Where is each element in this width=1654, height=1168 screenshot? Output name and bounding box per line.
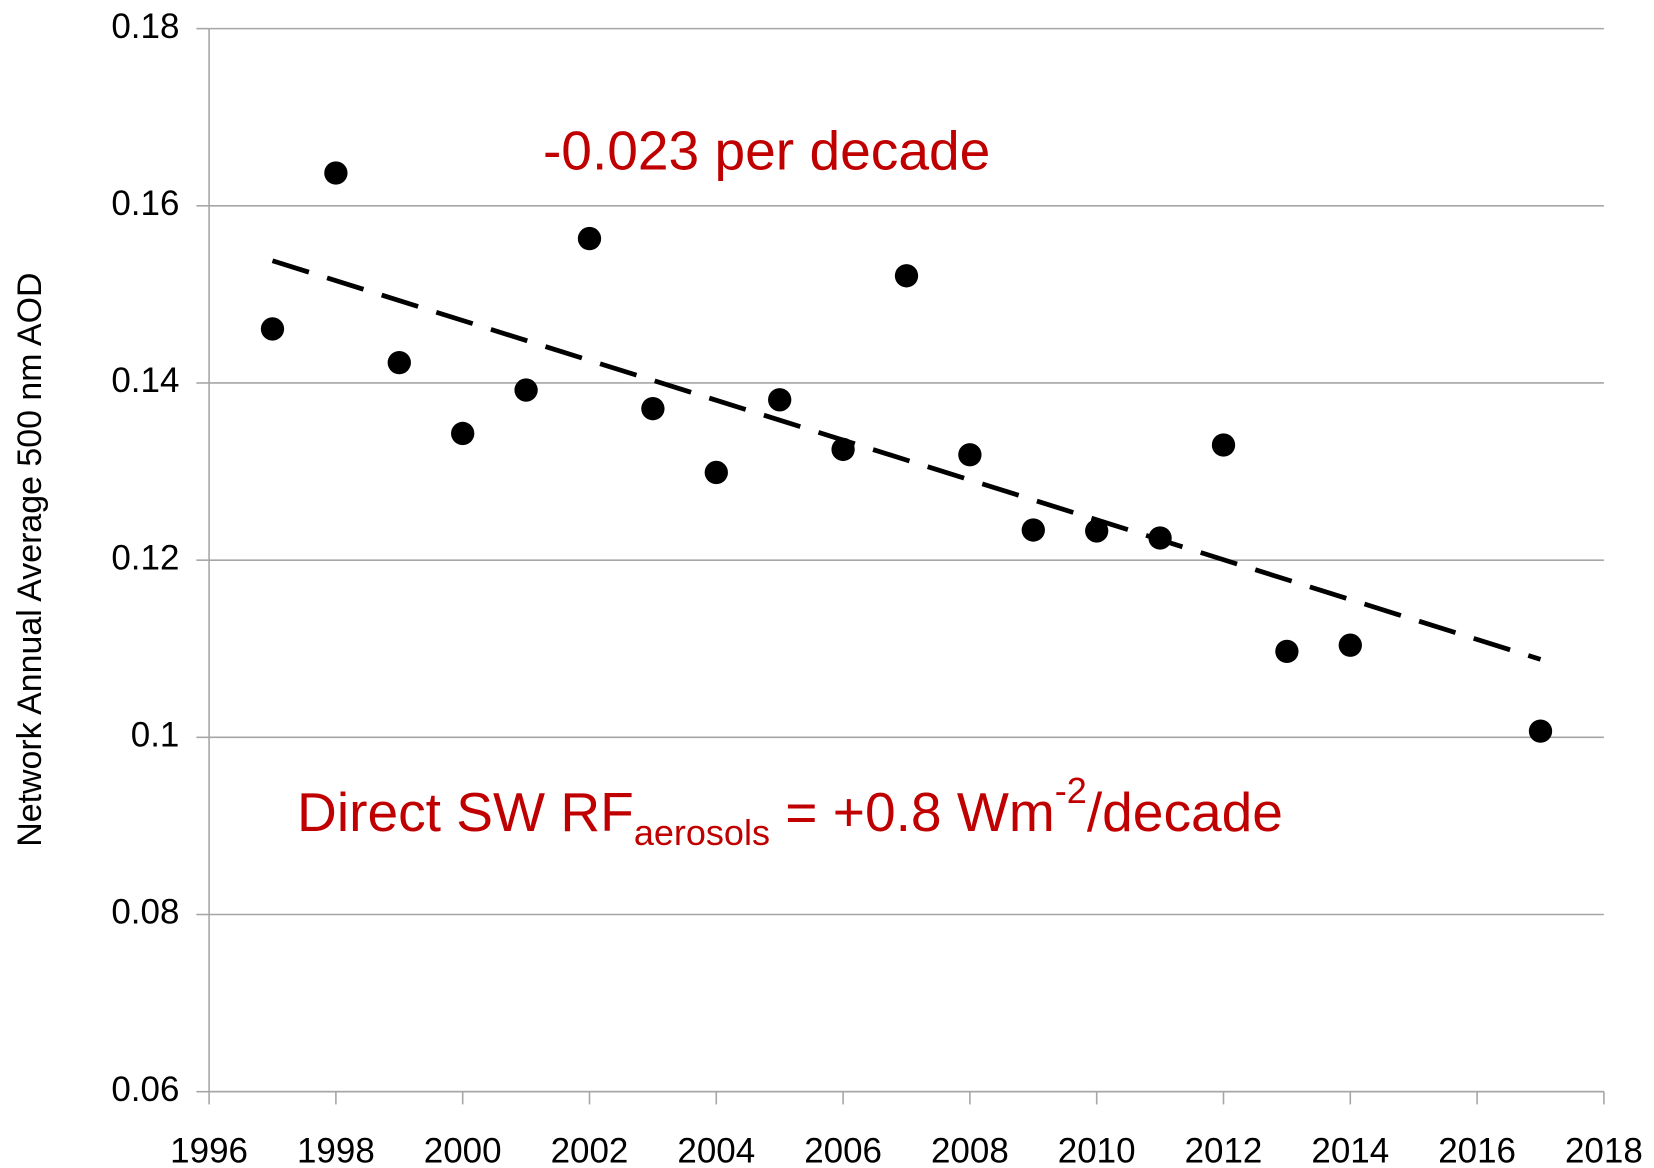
x-tick-label: 2018 [1565, 1131, 1643, 1168]
data-point [768, 388, 792, 412]
annotation-text: -0.023 per decade [543, 119, 990, 181]
x-tick-label: 2002 [551, 1131, 629, 1168]
data-point [514, 378, 538, 402]
data-point [1211, 433, 1236, 457]
y-tick-label: 0.1 [131, 716, 180, 755]
trend-line [271, 258, 1542, 662]
data-point [958, 443, 982, 467]
annotation-text: aerosols [634, 812, 770, 853]
data-point [260, 317, 285, 341]
data-point [577, 226, 602, 251]
data-point [831, 437, 855, 462]
data-point [1085, 519, 1109, 543]
x-tick-label: 2006 [804, 1131, 882, 1168]
annotation: Direct SW RFaerosols = +0.8 Wm-2/decade [297, 769, 1283, 852]
y-tick-label: 0.12 [111, 538, 179, 577]
data-point [324, 161, 348, 185]
annotation-text: /decade [1087, 781, 1283, 843]
y-tick-label: 0.06 [111, 1070, 179, 1109]
x-tick-label: 2008 [931, 1131, 1009, 1168]
y-tick-label: 0.08 [111, 893, 179, 932]
x-tick-label: 1998 [297, 1131, 375, 1168]
data-point [894, 264, 919, 288]
x-tick-label: 1996 [170, 1131, 248, 1168]
data-point [1021, 518, 1045, 542]
y-tick-label: 0.16 [111, 184, 179, 223]
y-axis-label: Network Annual Average 500 nm AOD [11, 272, 49, 846]
data-point [704, 460, 728, 485]
data-point [1148, 526, 1172, 550]
data-point [387, 350, 411, 375]
data-point [451, 421, 475, 446]
annotation-text: Direct SW RF [297, 781, 634, 843]
y-tick-label: 0.14 [111, 361, 179, 400]
y-tick-label: 0.18 [111, 7, 179, 46]
x-tick-label: 2000 [424, 1131, 502, 1168]
x-tick-label: 2004 [677, 1131, 755, 1168]
x-tick-label: 2010 [1058, 1131, 1136, 1168]
x-tick-label: 2014 [1311, 1131, 1389, 1168]
x-tick-label: 2012 [1185, 1131, 1263, 1168]
data-point [1275, 639, 1299, 664]
x-tick-label: 2016 [1438, 1131, 1516, 1168]
data-point [1528, 719, 1553, 743]
data-point [1338, 633, 1362, 657]
data-point [641, 397, 665, 421]
annotation-text: -2 [1055, 769, 1087, 810]
annotation: -0.023 per decade [543, 119, 990, 181]
annotation-text: = +0.8 Wm [770, 781, 1055, 843]
